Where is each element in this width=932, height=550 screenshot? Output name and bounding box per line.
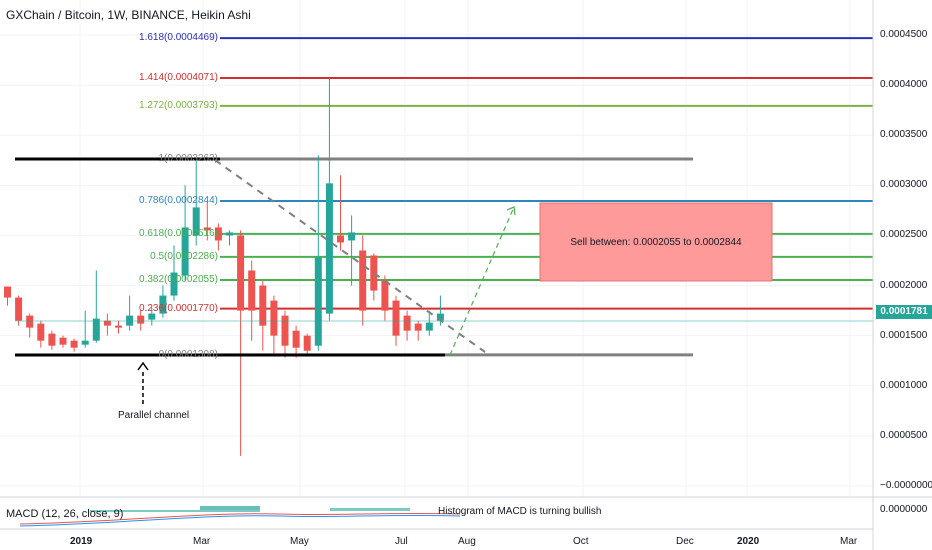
fib-level-label: 0.5(0.0002286): [150, 250, 218, 262]
fib-level-label: 0.382(0.0002055): [139, 274, 218, 286]
time-tick: Dec: [676, 536, 694, 547]
price-tick: 0.0001000: [880, 379, 928, 391]
candle-body: [392, 300, 400, 336]
candle-body: [81, 340, 89, 345]
candles: [4, 78, 444, 456]
candle-body: [70, 340, 78, 348]
price-tick: 0.0004000: [880, 79, 928, 91]
macd-axis-tick: 0.0000000: [880, 504, 928, 515]
candle-body: [248, 270, 256, 311]
trend-lines[interactable]: [15, 157, 516, 405]
candle-body: [425, 322, 433, 331]
candle-body: [103, 320, 111, 326]
fib-level-label: 0(0.0001308): [158, 348, 219, 360]
candle-body: [359, 250, 367, 311]
candle-body: [314, 257, 322, 346]
price-tick: −0.0000000: [880, 480, 932, 491]
candle-body: [281, 315, 289, 346]
candle-body: [181, 227, 189, 276]
fib-level-label: 0.236(0.0001770): [139, 302, 218, 314]
time-tick: May: [290, 536, 309, 547]
macd-note-label: Histogram of MACD is turning bullish: [438, 506, 602, 517]
candle-body: [115, 325, 122, 328]
candle-body: [92, 318, 100, 341]
fib-level-label: 1(0.0003263): [158, 152, 219, 164]
time-tick: Aug: [458, 536, 476, 547]
candle-body: [370, 255, 378, 291]
projection-arrowhead-icon: [506, 206, 516, 216]
fib-level-label: 1.618(0.0004469): [139, 32, 218, 44]
fib-level-label: 1.414(0.0004071): [139, 71, 218, 83]
sell-zone-label: Sell between: 0.0002055 to 0.0002844: [570, 237, 742, 248]
candle-body: [292, 330, 300, 348]
candle-body: [48, 333, 56, 346]
downtrend-dashed-line[interactable]: [214, 159, 486, 353]
candle-body: [325, 183, 333, 314]
candle-body: [26, 315, 34, 328]
current-price-tag: 0.0001781: [876, 305, 932, 319]
price-tick: 0.0002500: [880, 229, 928, 241]
channel-label: Parallel channel: [118, 410, 190, 421]
candle-body: [381, 280, 389, 311]
fib-level-label: 1.272(0.0003793): [139, 99, 218, 111]
candle-body: [270, 300, 278, 336]
time-tick: Mar: [193, 536, 211, 547]
candle-body: [237, 235, 245, 311]
candle-body: [414, 323, 422, 331]
candle-body: [170, 272, 178, 296]
candle-body: [214, 227, 222, 241]
candle-body: [259, 285, 267, 326]
macd-indicator-label[interactable]: MACD (12, 26, close, 9): [6, 508, 124, 520]
time-tick: Jul: [395, 536, 408, 547]
candle-body: [159, 295, 167, 314]
chart-title: GXChain / Bitcoin, 1W, BINANCE, Heikin A…: [6, 8, 251, 22]
fib-level-label: 0.786(0.0002844): [139, 194, 218, 206]
candle-body: [137, 315, 145, 324]
price-tick: 0.0003500: [880, 129, 928, 141]
channel-arrowhead-icon: [137, 361, 149, 371]
time-tick: Oct: [573, 536, 589, 547]
candle-body: [337, 235, 344, 243]
candle-body: [226, 232, 233, 236]
price-tick: 0.0003000: [880, 179, 928, 191]
candle-body: [192, 207, 200, 236]
sell-zone-box[interactable]: [539, 202, 773, 282]
time-tick: 2019: [70, 536, 93, 547]
candle-body: [148, 313, 156, 320]
candle-body: [403, 315, 411, 331]
candle-body: [303, 335, 311, 351]
candle-body: [59, 337, 67, 345]
candle-body: [37, 323, 45, 341]
candle-body: [348, 232, 356, 241]
candle-body: [126, 315, 134, 326]
price-tick: 0.0000500: [880, 429, 928, 441]
price-tick: 0.0002000: [880, 279, 928, 291]
time-tick: 2020: [737, 536, 760, 547]
price-tick: 0.0001500: [880, 329, 928, 341]
macd-panel: [19, 506, 461, 527]
fib-level-label: 0.618(0.0002516): [139, 227, 218, 239]
time-tick: Mar: [840, 536, 858, 547]
price-tick: 0.0004500: [880, 29, 928, 40]
candle-body: [4, 286, 11, 298]
candle-body: [15, 297, 23, 321]
candle-body: [436, 313, 444, 321]
candle-body: [203, 227, 211, 231]
